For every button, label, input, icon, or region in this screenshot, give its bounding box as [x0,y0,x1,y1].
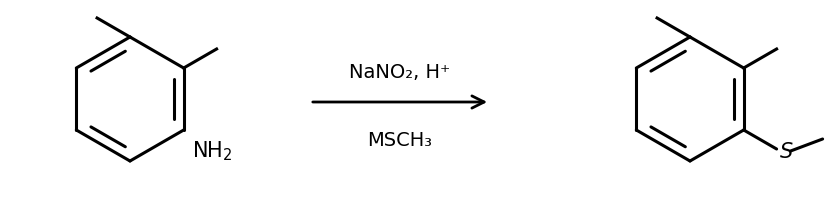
Text: MSCH₃: MSCH₃ [367,131,432,150]
Text: S: S [780,141,793,161]
Text: NH$_2$: NH$_2$ [192,138,232,162]
Text: NaNO₂, H⁺: NaNO₂, H⁺ [349,63,451,82]
